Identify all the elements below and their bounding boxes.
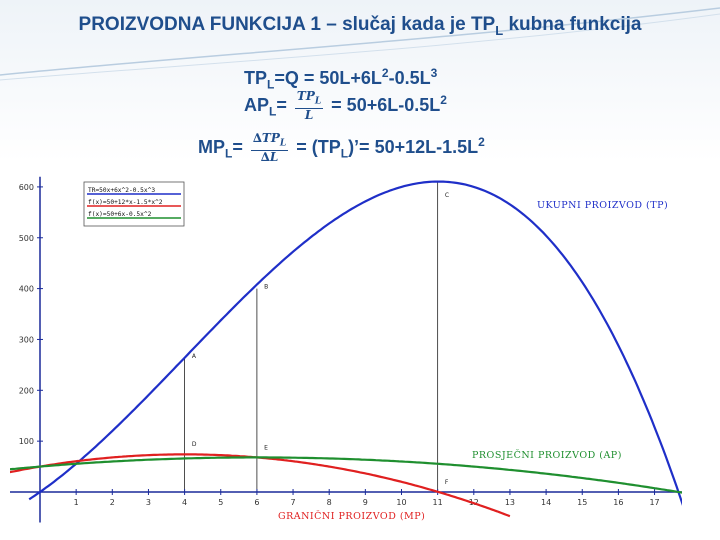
point-label: F	[445, 479, 449, 486]
x-tick-label: 5	[218, 498, 223, 507]
formula-tp: TPL=Q = 50L+6L2-0.5L3	[244, 66, 438, 92]
x-tick-label: 11	[433, 498, 443, 507]
ap-fraction: TPL L	[294, 89, 324, 123]
y-tick-label: 300	[19, 335, 34, 344]
series-label: PROSJEČNI PROIZVOD (AP)	[472, 449, 622, 461]
x-tick-label: 6	[254, 498, 259, 507]
x-tick-label: 9	[363, 498, 368, 507]
y-tick-label: 500	[19, 234, 34, 243]
x-tick-label: 1	[74, 498, 79, 507]
mp-fraction: ∆TPL ∆L	[250, 131, 289, 165]
x-tick-label: 17	[649, 498, 659, 507]
legend-entry: TR=50x+6x^2-0.5x^3	[88, 187, 155, 194]
formula-ap: APL= TPL L = 50+6L-0.5L2	[244, 89, 447, 123]
slide-title: PROIZVODNA FUNKCIJA 1 – slučaj kada je T…	[78, 14, 642, 38]
series-line-ap	[10, 456, 682, 494]
y-tick-label: 600	[19, 183, 34, 192]
decorative-swoosh	[0, 7, 720, 81]
x-tick-label: 4	[182, 498, 187, 507]
x-tick-label: 14	[541, 498, 551, 507]
legend-entry: f(x)=50+6x-0.5x^2	[88, 211, 152, 218]
x-tick-label: 15	[577, 498, 587, 507]
x-tick-label: 8	[327, 498, 332, 507]
point-label: A	[192, 353, 197, 360]
x-tick-label: 2	[110, 498, 115, 507]
x-tick-label: 13	[505, 498, 515, 507]
point-label: E	[264, 444, 268, 451]
point-label: C	[445, 192, 449, 199]
x-tick-label: 16	[613, 498, 623, 507]
point-label: D	[192, 441, 197, 448]
legend-entry: f(x)=50+12*x-1.5*x^2	[88, 199, 163, 206]
y-tick-label: 100	[19, 437, 34, 446]
x-tick-label: 3	[146, 498, 151, 507]
series-label: GRANIČNI PROIZVOD (MP)	[278, 510, 425, 522]
x-tick-label: 10	[396, 498, 406, 507]
point-label: B	[264, 284, 268, 291]
series-label: UKUPNI PROIZVOD (TP)	[537, 200, 668, 211]
formula-mp: MPL= ∆TPL ∆L = (TPL)’= 50+12L-1.5L2	[198, 131, 485, 165]
series-line-tp	[28, 180, 682, 506]
y-tick-label: 200	[19, 386, 34, 395]
x-tick-label: 7	[291, 498, 296, 507]
y-tick-label: 400	[19, 285, 34, 294]
